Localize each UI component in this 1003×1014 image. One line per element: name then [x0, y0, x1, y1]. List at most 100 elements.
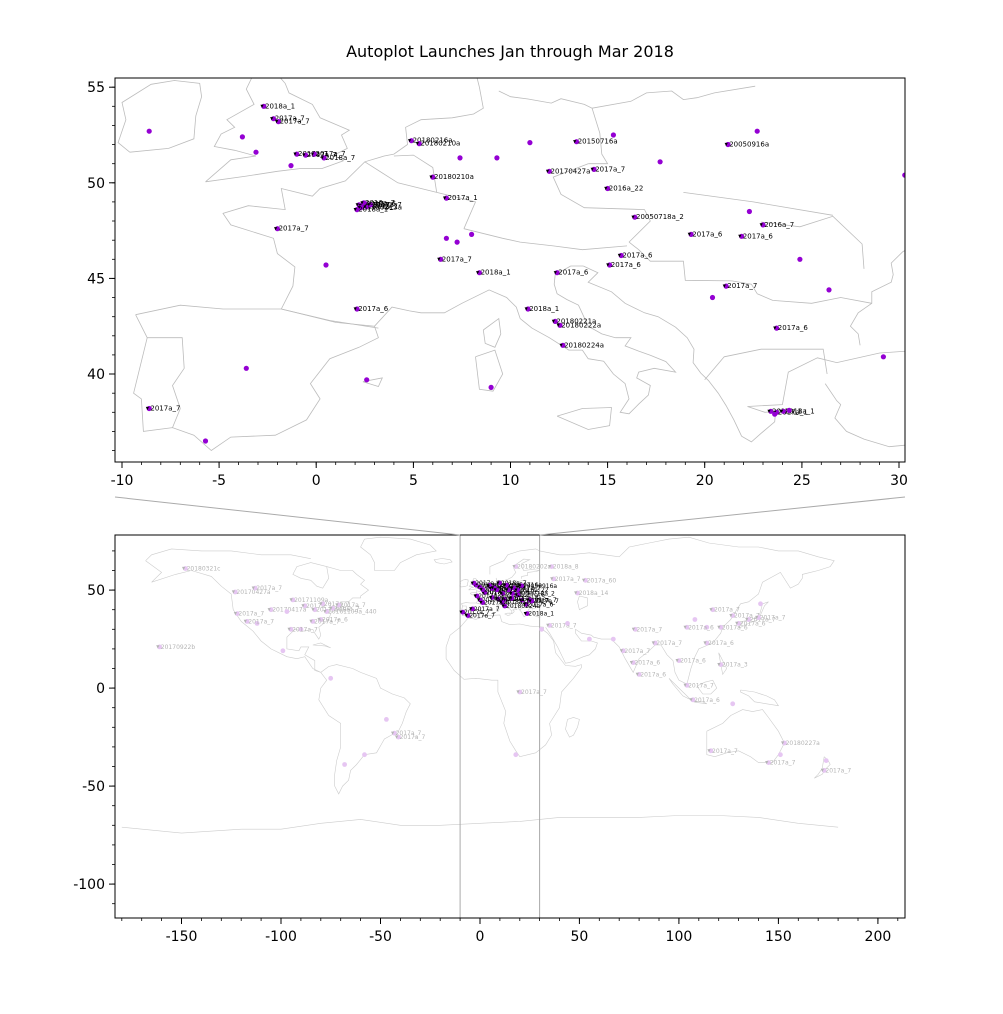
launch-point: [488, 384, 494, 390]
launch-label: 2016a_7: [764, 221, 794, 229]
launch-point: [494, 155, 500, 161]
launch-label: 2017a_7: [551, 622, 577, 629]
marker-triangle-icon: [353, 208, 357, 212]
launch-point: [754, 128, 760, 134]
marker-triangle-icon: [509, 592, 513, 596]
launch-label: 2017a_1: [448, 194, 478, 202]
coastline: [145, 548, 311, 561]
coastline: [704, 348, 828, 381]
launch-point: [692, 617, 698, 622]
coastline: [360, 536, 437, 571]
launch-label: 2017a_6: [528, 601, 554, 608]
marker-triangle-icon: [724, 142, 728, 147]
marker-triangle-icon: [311, 608, 315, 612]
coastline: [312, 642, 331, 649]
marker-triangle-icon: [486, 584, 490, 588]
coastline: [552, 163, 651, 243]
launch-label: 2017a_7: [372, 201, 402, 209]
launch-label: 20170922b: [161, 644, 196, 651]
marker-triangle-icon: [231, 590, 235, 594]
x-tick-label: 30: [890, 473, 908, 489]
marker-triangle-icon: [156, 645, 160, 649]
launch-label: 2017a_6: [708, 640, 734, 647]
launch-label: 2017a_7: [712, 748, 738, 755]
launch-label: 2017a_6: [640, 671, 666, 678]
marker-triangle-icon: [526, 598, 530, 602]
y-axis: 40 45 50 55: [87, 80, 115, 451]
coastline: [445, 614, 582, 758]
coastline: [117, 80, 203, 153]
coastline: [706, 709, 785, 763]
zoom-connector-left: [114, 496, 461, 536]
launch-label: 2017a_6: [366, 200, 397, 208]
marker-triangle-icon: [274, 227, 278, 231]
marker-triangle-icon: [496, 581, 500, 585]
marker-triangle-icon: [493, 588, 497, 592]
x-tick-label: 100: [666, 929, 693, 945]
coastline: [286, 562, 370, 673]
launch-label: 2017a_6: [519, 592, 545, 599]
marker-triangle-icon: [631, 215, 635, 219]
marker-triangle-icon: [717, 625, 721, 629]
coastline: [489, 548, 540, 575]
launch-label: 2017a_7: [238, 611, 264, 618]
marker-triangle-icon: [546, 623, 550, 627]
marker-triangle-icon: [703, 641, 707, 645]
coastline: [393, 154, 438, 193]
launch-label: 20180321c: [187, 566, 221, 573]
launch-label: 2017a_6: [740, 620, 766, 627]
launch-point: [730, 701, 736, 707]
coastline: [374, 265, 677, 415]
launch-label: 2017a_7: [469, 613, 495, 620]
marker-triangle-icon: [490, 586, 495, 590]
marker-triangle-icon: [395, 735, 399, 739]
marker-triangle-icon: [501, 604, 505, 608]
coastline: [583, 265, 905, 443]
launch-label: 2017a_7: [280, 118, 310, 126]
europe-detail-panel[interactable]: 2018a_12017a_72017a_72017a_72017a_72017a…: [117, 64, 909, 452]
marker-triangle-icon: [553, 271, 557, 275]
launch-point: [826, 287, 832, 293]
world-overview-panel[interactable]: 2017a_72017a_72017a_72017a_72018a_12017a…: [121, 535, 852, 918]
launch-label: 2017a_7: [533, 598, 559, 605]
launch-label: 2017a_6: [611, 261, 642, 269]
plot-frame: [114, 534, 906, 919]
launch-point: [746, 208, 753, 215]
launch-label: 2017a_7: [636, 626, 662, 633]
marker-triangle-icon: [443, 196, 447, 200]
launch-point: [202, 438, 209, 444]
x-tick-label: 200: [865, 929, 892, 945]
coastline: [484, 609, 488, 612]
coastline: [849, 250, 905, 346]
launch-label: 20180224a: [506, 603, 541, 610]
coastline: [588, 108, 609, 165]
y-tick-label: 0: [96, 681, 105, 697]
marker-triangle-icon: [528, 599, 532, 603]
launch-label: 2017a_7: [256, 585, 282, 592]
launch-point: [243, 365, 249, 371]
marker-triangle-icon: [233, 612, 237, 616]
marker-triangle-icon: [301, 604, 305, 608]
coastline: [531, 610, 541, 618]
marker-triangle-icon: [619, 649, 623, 653]
marker-triangle-icon: [606, 263, 610, 267]
launch-label: 2017a_7: [360, 201, 390, 209]
marker-triangle-icon: [289, 598, 293, 602]
launch-label: 2017a_7: [734, 613, 760, 620]
launch-point: [797, 256, 803, 262]
launch-label: 2017a_6: [634, 660, 660, 667]
y-tick-label: 55: [87, 80, 105, 96]
coastline: [281, 308, 379, 329]
x-tick-label: 25: [793, 473, 811, 489]
marker-triangle-icon: [709, 608, 713, 612]
marker-triangle-icon: [408, 139, 412, 143]
launch-label: 20180216a: [413, 137, 453, 145]
marker-triangle-icon: [470, 581, 474, 585]
marker-triangle-icon: [755, 615, 759, 620]
launch-point: [457, 155, 463, 161]
marker-triangle-icon: [516, 690, 520, 694]
launch-label: 2017a_7: [494, 595, 520, 602]
launch-label: 2017a_6: [692, 230, 723, 238]
launch-point: [443, 235, 449, 241]
